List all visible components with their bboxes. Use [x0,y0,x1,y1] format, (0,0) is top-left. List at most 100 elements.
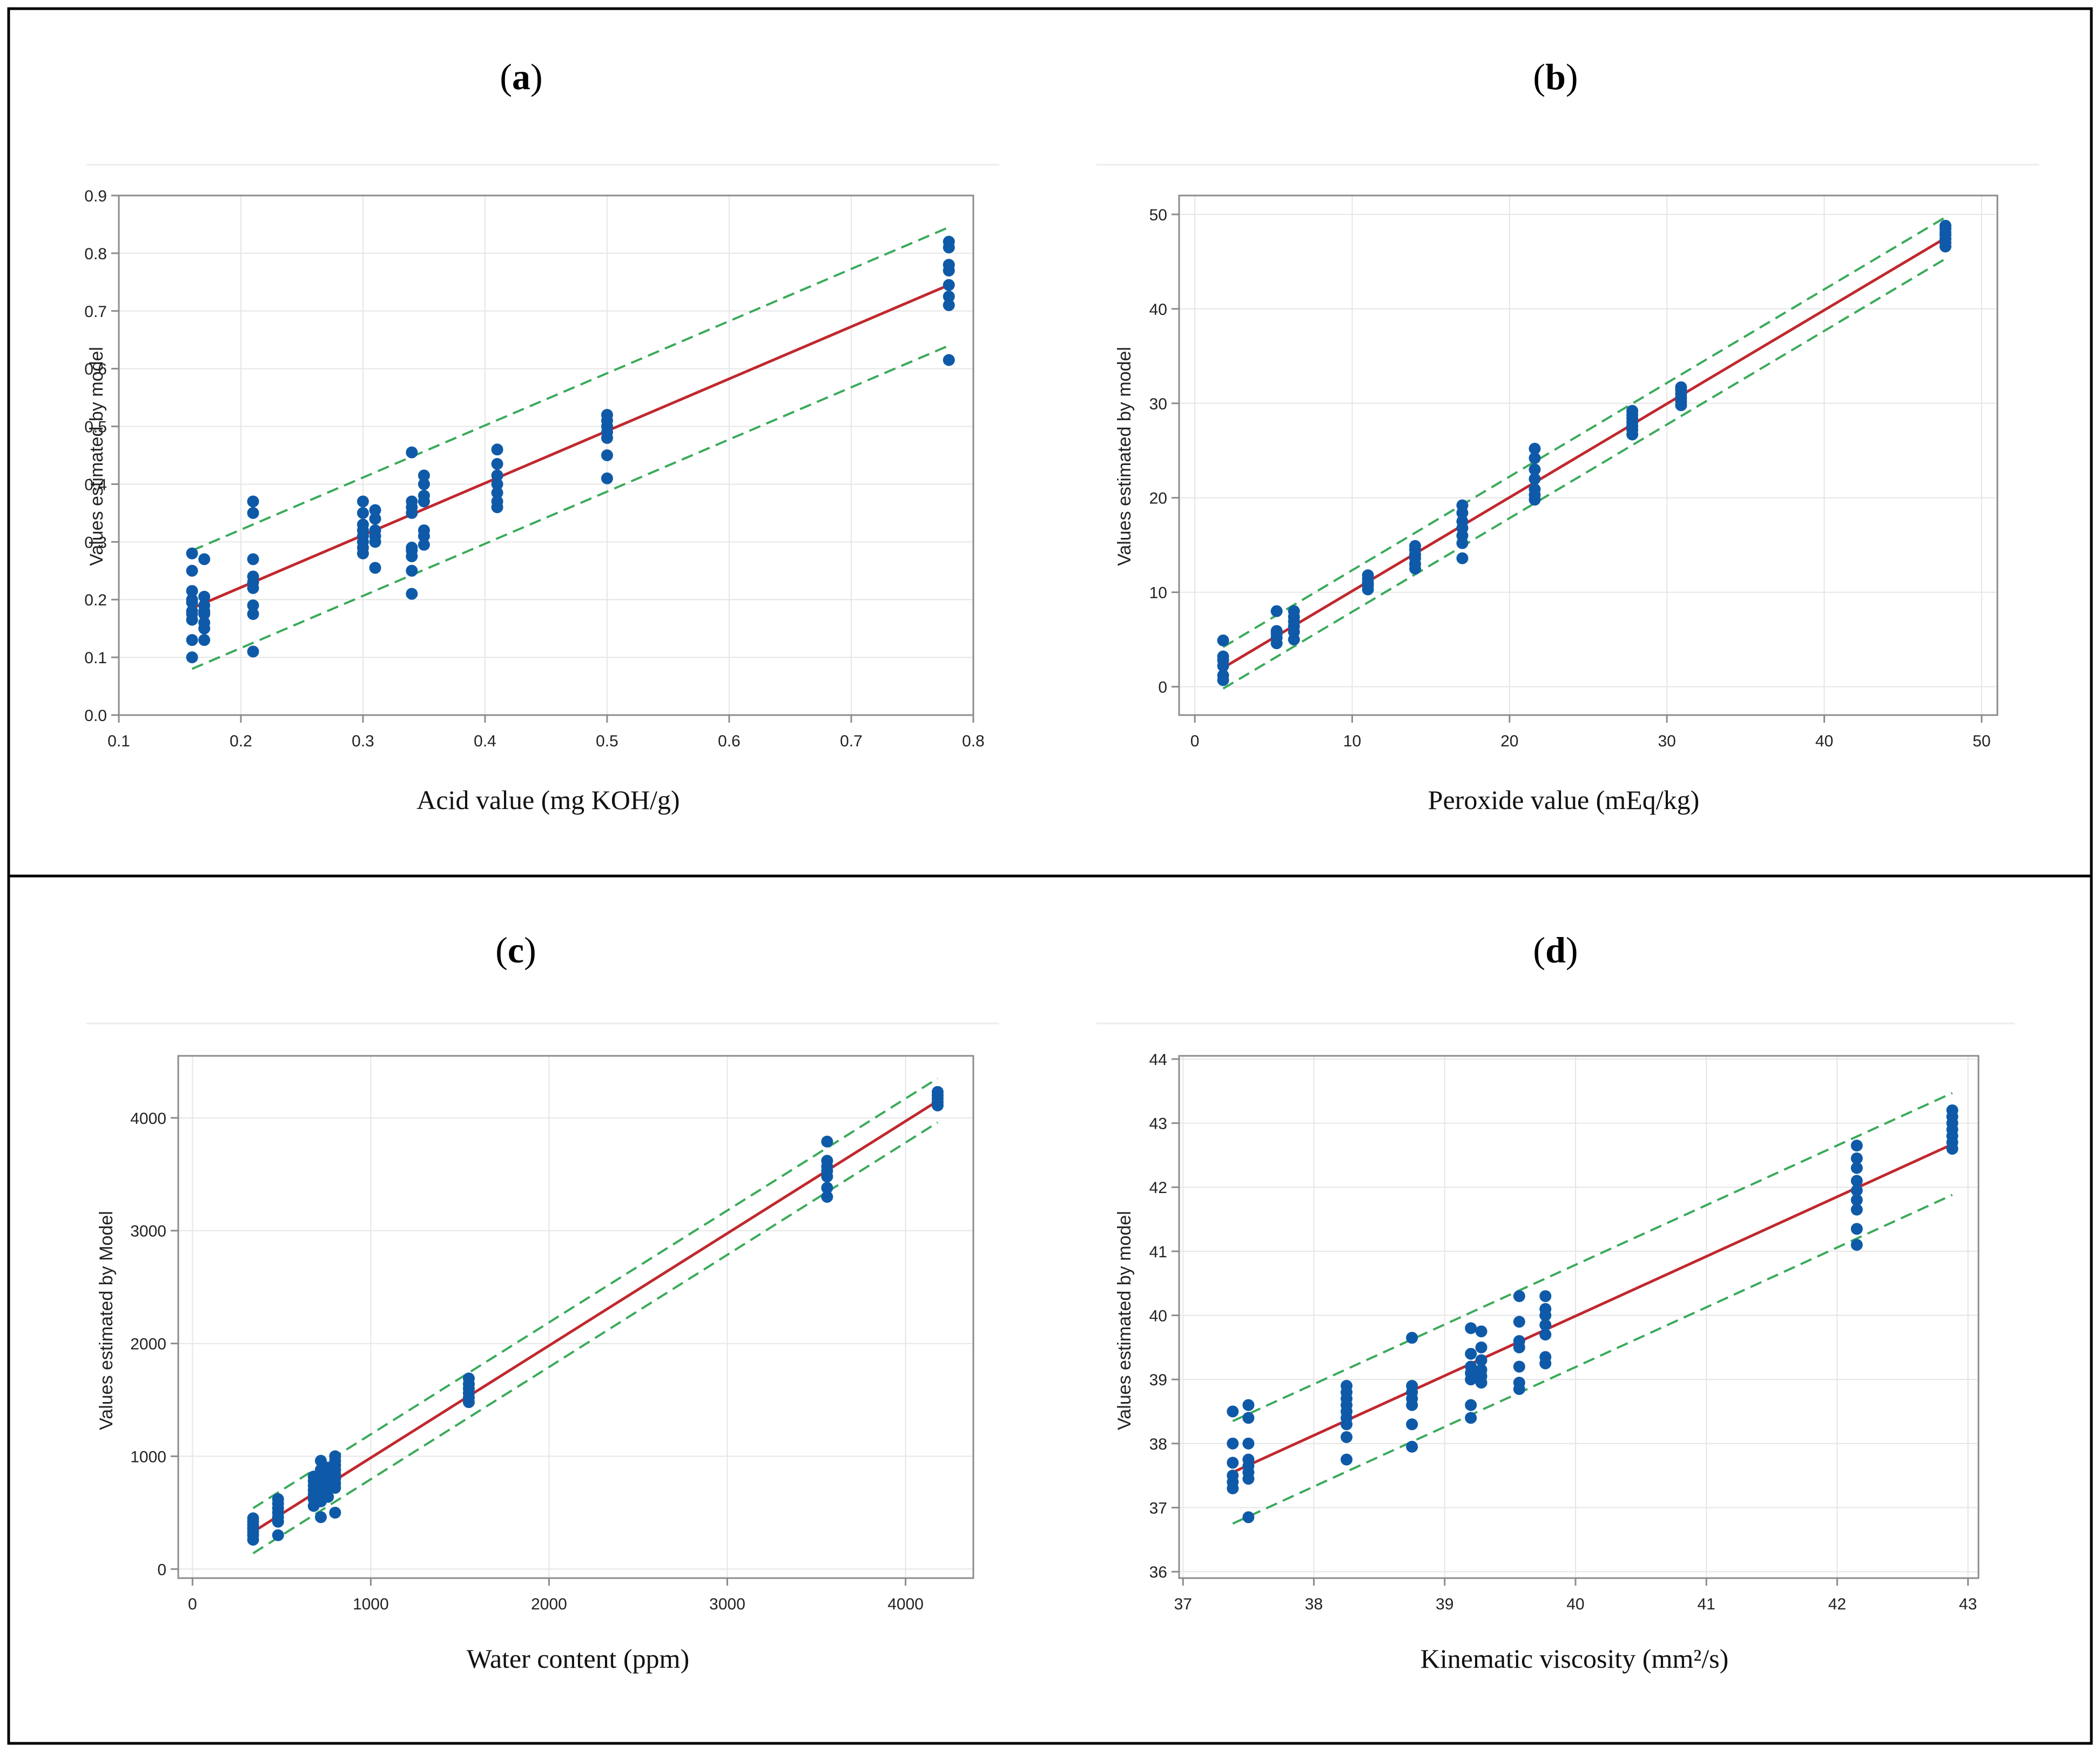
y-tick-label: 37 [1149,1499,1167,1517]
data-point [1939,219,1951,232]
panel-label-close: ) [530,56,543,97]
y-axis-label: Values estimated by Model [96,1211,117,1430]
data-point [1626,405,1639,417]
x-tick-label: 0.7 [840,732,863,750]
y-tick-label: 39 [1149,1371,1167,1389]
data-point [491,458,503,470]
upper-band-line [1222,216,1946,648]
data-point [329,1506,341,1519]
data-point [1406,1380,1418,1392]
data-point [186,634,198,646]
panel-label-open: ( [500,56,512,97]
y-tick-label: 0 [1158,679,1167,697]
y-tick-label: 20 [1149,490,1167,508]
panel-label-letter: a [512,56,530,97]
x-tick-label: 0.5 [596,732,618,750]
data-point [1406,1332,1418,1344]
data-point [943,291,955,303]
data-point [198,599,211,611]
data-point [247,599,259,611]
panel-label-close: ) [1566,929,1578,971]
data-point [1513,1377,1525,1389]
panel-label: (d) [1533,929,1578,971]
y-tick-label: 0.1 [84,649,107,667]
data-point [1946,1104,1958,1116]
y-tick-label: 0.6 [84,361,107,379]
data-point [329,1450,341,1463]
data-point [406,495,418,508]
y-axis-label: Values estimated by model [1114,1211,1135,1430]
x-tick-label: 10 [1343,732,1361,750]
data-point [357,518,369,531]
x-tick-label: 40 [1566,1595,1584,1613]
y-axis-label: Values estimated by model [86,347,107,566]
y-tick-label: 43 [1149,1115,1167,1133]
data-point [1465,1360,1477,1373]
data-point [247,507,259,519]
y-tick-label: 1000 [130,1448,166,1466]
data-point [1270,605,1283,617]
data-point [1465,1347,1477,1360]
data-point [491,469,503,482]
data-point [601,472,613,484]
data-point [1675,381,1687,394]
data-point [821,1182,833,1194]
data-point [247,553,259,565]
data-point [1270,625,1283,637]
data-point [491,487,503,499]
data-point [1465,1399,1477,1411]
data-point [1242,1399,1255,1411]
data-point [1341,1380,1353,1392]
data-point [1529,463,1541,476]
y-tick-label: 2000 [130,1336,166,1353]
data-point [357,495,369,508]
data-point [406,446,418,459]
data-point [1227,1457,1239,1469]
data-point [1242,1511,1255,1524]
data-point [1409,540,1422,552]
x-tick-label: 37 [1174,1595,1192,1613]
x-tick-label: 39 [1436,1595,1453,1613]
panel-label: (b) [1533,56,1578,97]
y-tick-label: 4000 [130,1110,166,1128]
data-point [491,495,503,508]
data-point [1217,669,1229,682]
data-point [369,504,381,516]
data-point [1850,1175,1863,1187]
data-point [601,449,613,461]
data-point [247,608,259,620]
x-axis-label: Peroxide value (mEq/kg) [1428,785,1700,815]
data-point [821,1191,833,1203]
data-point [1242,1437,1255,1450]
data-point [821,1135,833,1148]
y-tick-label: 0.2 [84,591,107,609]
data-point [931,1086,944,1098]
upper-band-line [252,1077,939,1510]
data-point [369,513,381,525]
plot-area-border [1178,194,1998,716]
y-tick-label: 41 [1149,1243,1167,1261]
data-point [247,645,259,658]
y-tick-label: 3000 [130,1223,166,1241]
data-point [1288,605,1300,617]
x-tick-label: 3000 [709,1595,745,1613]
data-point [247,1512,259,1525]
y-tick-label: 10 [1149,584,1167,602]
plot-area-border [118,194,974,716]
y-tick-label: 0.3 [84,534,107,551]
data-point [1456,552,1469,564]
panel-label: (c) [495,929,536,971]
x-tick-label: 50 [1973,732,1990,750]
plot-area-border [1178,1055,1980,1579]
data-point [491,443,503,456]
data-point [943,235,955,248]
lower-band-line [1222,258,1946,690]
panel-label-open: ( [495,929,508,971]
data-point [943,299,955,312]
x-tick-label: 0.2 [230,732,252,750]
panel-c: (c) 0 1000 2000 3000 4000 0 1000 2000 3000 4000 Wat… [86,929,999,1674]
data-point [1513,1316,1525,1328]
x-tick-label: 38 [1305,1595,1323,1613]
y-tick-label: 38 [1149,1436,1167,1453]
data-point [247,495,259,508]
